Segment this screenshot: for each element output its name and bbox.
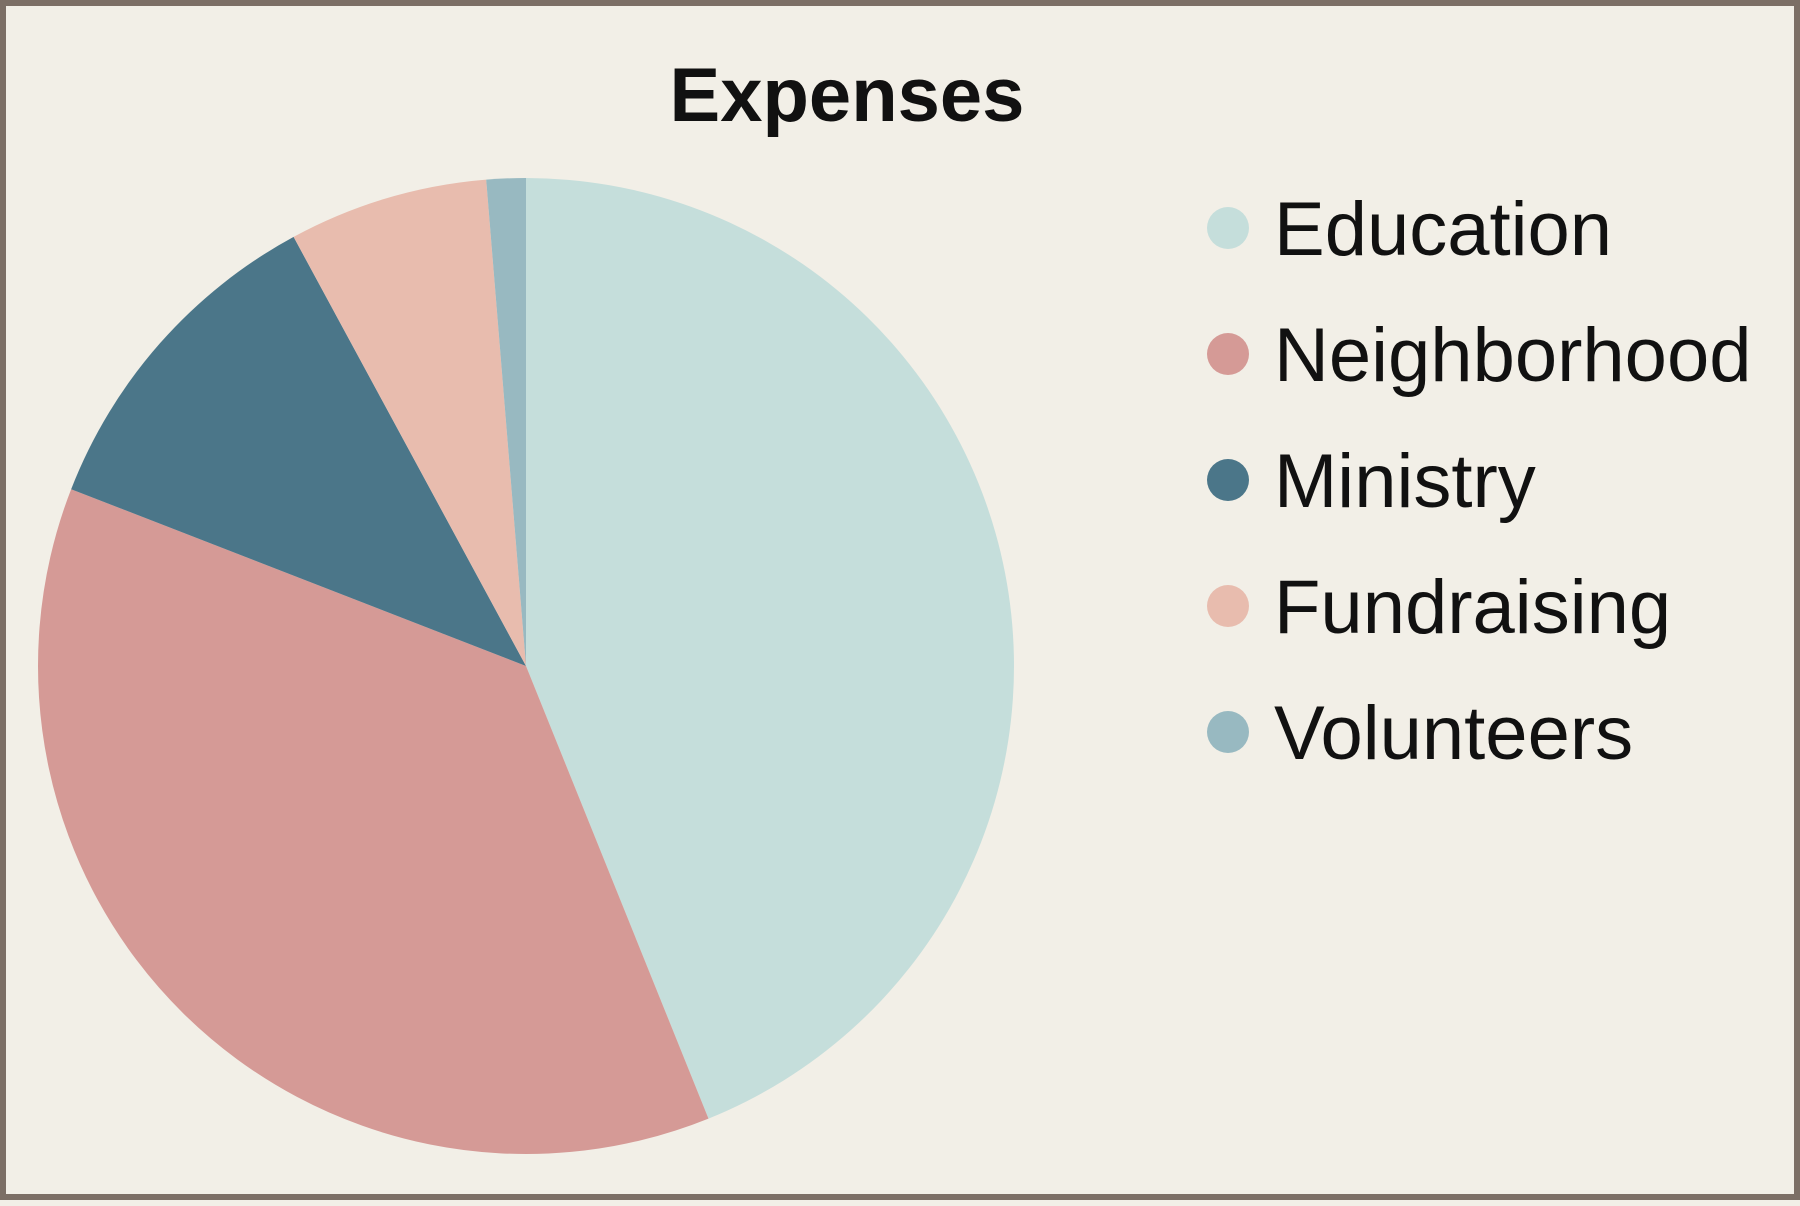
legend-item-fundraising: Fundraising (1207, 565, 1671, 650)
legend-item-volunteers: Volunteers (1207, 691, 1633, 776)
legend-marker (1207, 333, 1249, 375)
chart-title: Expenses (670, 53, 1025, 138)
legend-label: Education (1274, 187, 1612, 272)
legend: Education Neighborhood Ministry Fundraising… (1207, 187, 1752, 776)
legend-label: Volunteers (1274, 691, 1633, 776)
legend-label: Fundraising (1274, 565, 1671, 650)
pie-slice-volunteers (486, 178, 526, 666)
legend-item-education: Education (1207, 187, 1612, 272)
legend-item-ministry: Ministry (1207, 439, 1536, 524)
legend-marker (1207, 459, 1249, 501)
pie-slice-fundraising (293, 179, 526, 666)
legend-marker (1207, 711, 1249, 753)
legend-label: Neighborhood (1274, 313, 1752, 398)
legend-marker (1207, 207, 1249, 249)
pie-slice-ministry (71, 236, 527, 666)
legend-item-neighborhood: Neighborhood (1207, 313, 1752, 398)
pie-slice-education (526, 178, 1014, 1119)
legend-label: Ministry (1274, 439, 1536, 524)
legend-marker (1207, 585, 1249, 627)
pie-slice-neighborhood (38, 489, 709, 1154)
pie-chart: Expenses Education Neighborhood Ministry Fu… (38, 53, 1752, 1154)
pie-slices (38, 178, 1014, 1154)
